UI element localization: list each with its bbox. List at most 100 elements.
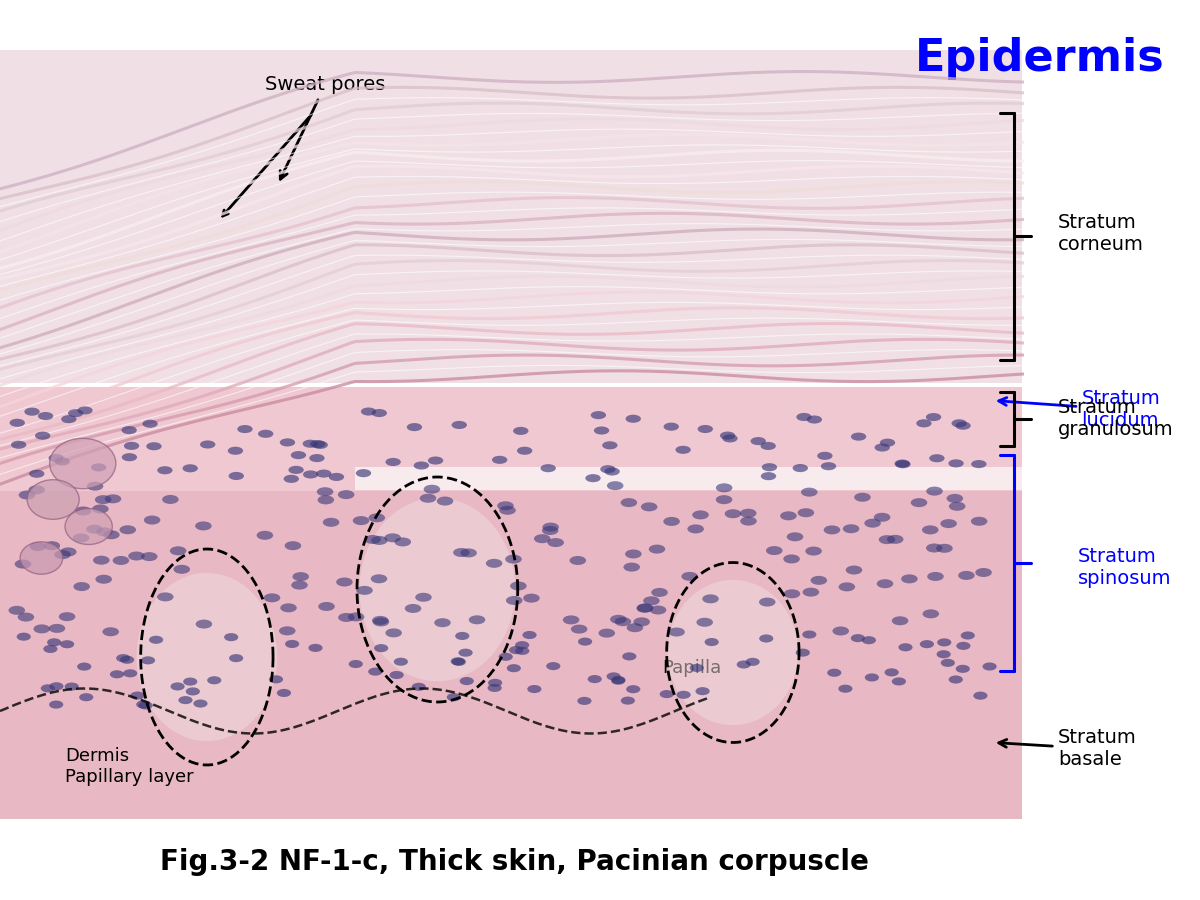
Ellipse shape — [697, 425, 713, 433]
Ellipse shape — [277, 688, 292, 697]
Ellipse shape — [677, 690, 691, 698]
Ellipse shape — [761, 472, 776, 481]
Ellipse shape — [193, 699, 208, 707]
Ellipse shape — [784, 590, 800, 598]
Ellipse shape — [434, 618, 451, 627]
Ellipse shape — [797, 413, 811, 421]
Ellipse shape — [14, 560, 31, 569]
Ellipse shape — [740, 508, 756, 518]
Ellipse shape — [892, 678, 906, 686]
Ellipse shape — [146, 442, 162, 450]
Ellipse shape — [59, 612, 76, 621]
Ellipse shape — [878, 536, 895, 544]
Ellipse shape — [140, 552, 157, 561]
Ellipse shape — [308, 644, 323, 652]
Ellipse shape — [356, 469, 371, 477]
Ellipse shape — [846, 565, 863, 574]
Ellipse shape — [415, 593, 432, 602]
Ellipse shape — [620, 498, 637, 507]
Ellipse shape — [839, 685, 852, 693]
Ellipse shape — [257, 531, 274, 540]
Ellipse shape — [922, 526, 938, 535]
Ellipse shape — [546, 662, 560, 670]
Ellipse shape — [469, 616, 485, 625]
Ellipse shape — [499, 652, 512, 661]
Ellipse shape — [696, 617, 713, 626]
Text: Fig.3-2 NF-1-c, Thick skin, Pacinian corpuscle: Fig.3-2 NF-1-c, Thick skin, Pacinian cor… — [160, 848, 869, 877]
Ellipse shape — [542, 526, 558, 535]
Ellipse shape — [594, 427, 610, 435]
Ellipse shape — [229, 472, 244, 480]
Ellipse shape — [49, 682, 64, 690]
Ellipse shape — [455, 632, 469, 640]
Ellipse shape — [800, 488, 817, 497]
Ellipse shape — [877, 580, 893, 589]
Ellipse shape — [810, 576, 827, 585]
Ellipse shape — [973, 691, 988, 699]
Ellipse shape — [833, 626, 848, 635]
Ellipse shape — [103, 530, 120, 539]
Ellipse shape — [229, 654, 244, 662]
Ellipse shape — [600, 465, 616, 473]
Ellipse shape — [264, 593, 281, 602]
Ellipse shape — [923, 609, 940, 618]
Ellipse shape — [196, 521, 211, 530]
Ellipse shape — [318, 495, 334, 504]
Ellipse shape — [60, 640, 74, 648]
Ellipse shape — [49, 624, 65, 633]
Ellipse shape — [48, 454, 64, 462]
Ellipse shape — [338, 491, 354, 500]
Ellipse shape — [571, 625, 588, 634]
Ellipse shape — [827, 669, 841, 677]
Ellipse shape — [864, 518, 881, 527]
Ellipse shape — [817, 452, 833, 460]
Ellipse shape — [74, 507, 91, 516]
Ellipse shape — [451, 657, 464, 665]
Ellipse shape — [527, 685, 541, 693]
Ellipse shape — [667, 580, 798, 725]
Ellipse shape — [690, 664, 704, 672]
Ellipse shape — [349, 660, 362, 668]
Ellipse shape — [65, 682, 79, 690]
Ellipse shape — [329, 472, 344, 481]
Ellipse shape — [460, 677, 474, 685]
Ellipse shape — [124, 442, 139, 450]
Ellipse shape — [292, 580, 307, 590]
Ellipse shape — [971, 460, 986, 468]
Ellipse shape — [121, 426, 137, 434]
Ellipse shape — [420, 494, 437, 503]
Ellipse shape — [144, 516, 161, 525]
Ellipse shape — [586, 474, 601, 482]
Ellipse shape — [316, 470, 331, 478]
Ellipse shape — [312, 441, 328, 449]
Ellipse shape — [660, 690, 674, 698]
Ellipse shape — [823, 526, 840, 535]
Ellipse shape — [737, 661, 751, 669]
Ellipse shape — [174, 565, 190, 574]
Ellipse shape — [19, 491, 35, 500]
Ellipse shape — [605, 467, 619, 475]
Ellipse shape — [365, 535, 380, 544]
Ellipse shape — [620, 697, 635, 705]
Ellipse shape — [280, 438, 295, 446]
Ellipse shape — [688, 525, 704, 534]
Ellipse shape — [758, 598, 775, 607]
Ellipse shape — [875, 444, 890, 452]
Ellipse shape — [224, 633, 239, 641]
Ellipse shape — [649, 544, 665, 554]
Ellipse shape — [157, 592, 174, 601]
Ellipse shape — [288, 466, 304, 474]
Ellipse shape — [149, 635, 163, 644]
Ellipse shape — [368, 513, 385, 522]
Ellipse shape — [634, 617, 650, 626]
Ellipse shape — [404, 604, 421, 613]
Ellipse shape — [492, 455, 508, 464]
Ellipse shape — [128, 552, 145, 561]
Ellipse shape — [577, 697, 592, 705]
Ellipse shape — [92, 505, 109, 514]
Ellipse shape — [10, 418, 25, 427]
Ellipse shape — [720, 431, 736, 439]
Ellipse shape — [360, 498, 515, 681]
Ellipse shape — [862, 636, 876, 644]
Ellipse shape — [803, 631, 816, 639]
